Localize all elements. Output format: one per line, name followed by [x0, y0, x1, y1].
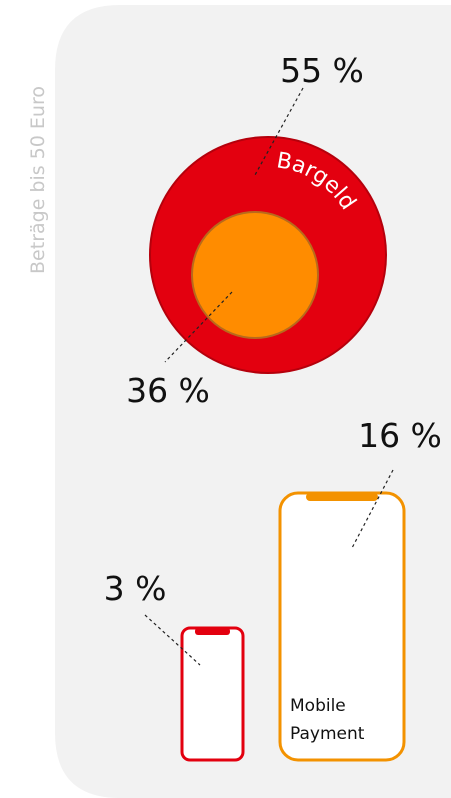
cash-outer-label: 55 %	[280, 51, 364, 90]
mobile-name-line: Mobile	[290, 696, 346, 716]
mobile-name-line: Payment	[290, 724, 365, 744]
small-phone-notch	[195, 628, 230, 635]
leader-line	[144, 614, 201, 666]
mobile-large-label: 16 %	[358, 416, 442, 455]
large-phone	[278, 491, 406, 762]
cash-inner-circle	[191, 211, 319, 339]
large-phone-notch	[306, 493, 378, 501]
cash-inner-label: 36 %	[126, 371, 210, 410]
leader-line	[164, 291, 233, 363]
mobile-small-label: 3 %	[104, 569, 167, 608]
small-phone	[180, 626, 245, 762]
leader-line	[351, 469, 394, 549]
side-label: Beträge bis 50 Euro	[27, 86, 49, 274]
leader-line	[254, 87, 304, 176]
